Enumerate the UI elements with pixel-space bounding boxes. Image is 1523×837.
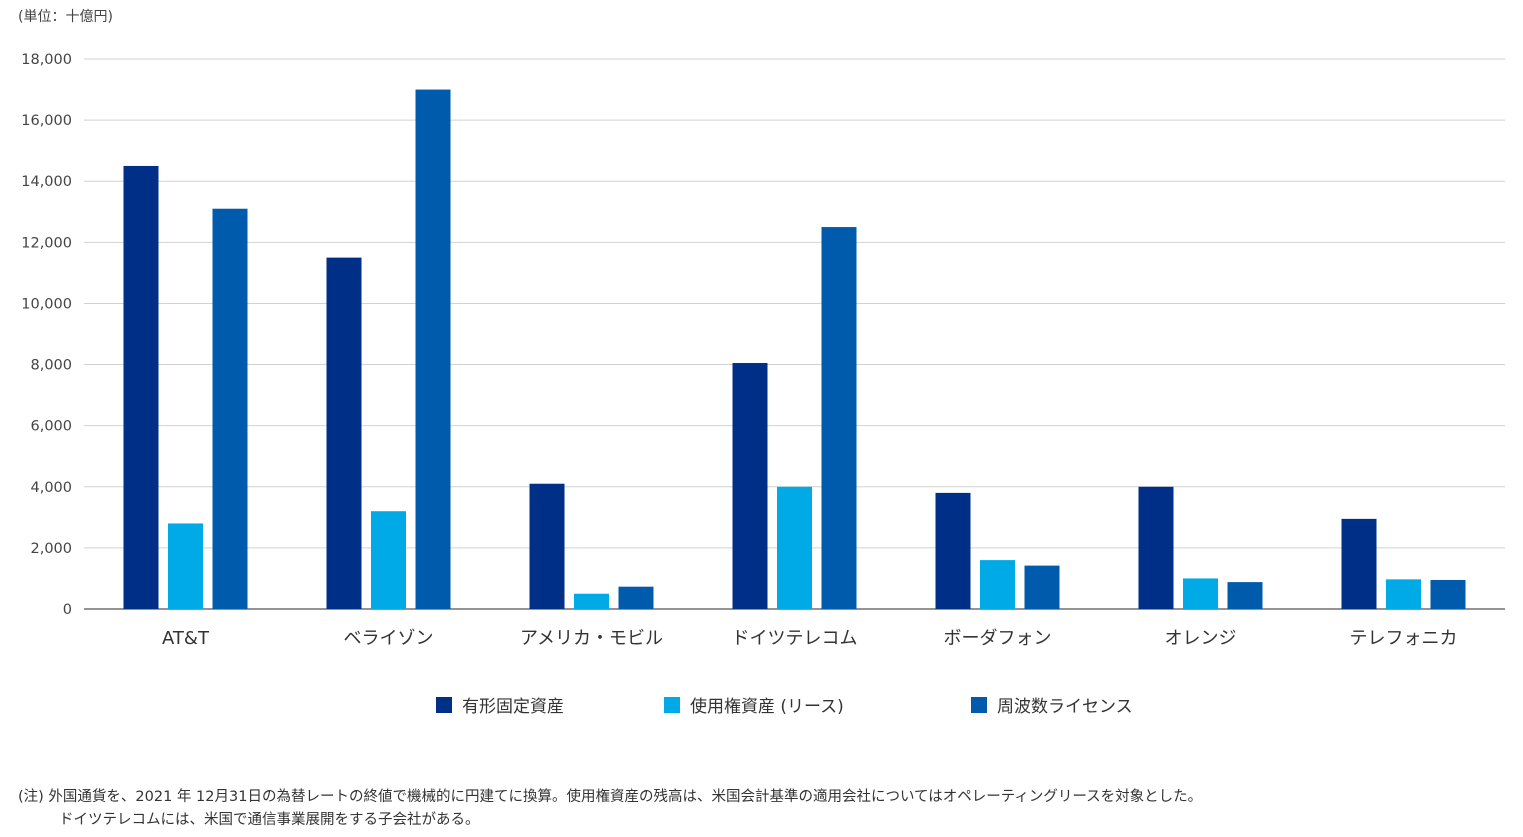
legend-item-right-of-use: 使用権資産 (リース)	[664, 692, 844, 717]
bar	[1227, 582, 1263, 609]
unit-label: (単位：十億円)	[18, 9, 113, 25]
bar	[415, 89, 451, 610]
legend-label-tangible: 有形固定資産	[462, 697, 564, 717]
footnote-line-2: ドイツテレコムには、米国で通信事業展開をする子会社がある。	[59, 812, 480, 828]
y-tick-label: 8,000	[30, 358, 72, 374]
bar	[123, 165, 159, 609]
bar	[371, 511, 406, 609]
bar	[1386, 579, 1421, 609]
y-tick-label: 12,000	[21, 235, 72, 251]
bar	[212, 208, 248, 609]
bar	[529, 483, 565, 609]
footnote: (注) 外国通貨を、2021 年 12月31日の為替レートの終値で機械的に円建て…	[18, 786, 1202, 832]
bar	[777, 486, 812, 609]
bar	[1138, 486, 1174, 609]
y-tick-label: 2,000	[30, 541, 72, 557]
legend-item-tangible: 有形固定資産	[436, 692, 564, 717]
bar	[1024, 565, 1060, 609]
y-tick-label: 16,000	[21, 113, 72, 129]
x-tick-label: ボーダフォン	[944, 628, 1052, 649]
y-tick-label: 14,000	[21, 174, 72, 190]
bar	[1430, 579, 1466, 609]
bar	[1341, 518, 1377, 609]
legend-label-spectrum: 周波数ライセンス	[997, 697, 1133, 717]
y-tick-label: 4,000	[30, 480, 72, 496]
legend-label-right-of-use: 使用権資産 (リース)	[690, 697, 844, 717]
bar	[1183, 578, 1218, 609]
bar	[168, 523, 203, 609]
bar	[980, 560, 1015, 609]
legend-swatch-right-of-use	[664, 696, 680, 713]
bar-chart: 0 2,000 4,000 6,000 8,000 10,000 12,000 14,000 1…	[21, 52, 1505, 649]
footnote-line-1: (注) 外国通貨を、2021 年 12月31日の為替レートの終値で機械的に円建て…	[18, 789, 1203, 805]
y-tick-label: 0	[63, 602, 72, 618]
y-tick-label: 10,000	[21, 296, 72, 312]
legend-item-spectrum: 周波数ライセンス	[971, 692, 1133, 717]
legend-swatch-spectrum	[971, 696, 987, 713]
y-tick-label: 6,000	[30, 419, 72, 435]
bar	[732, 363, 768, 609]
x-tick-label: オレンジ	[1165, 628, 1237, 649]
y-tick-label: 18,000	[21, 52, 72, 68]
x-tick-label: テレフォニカ	[1350, 628, 1458, 649]
x-tick-label: アメリカ・モビル	[520, 628, 663, 649]
x-tick-label: AT&T	[162, 628, 210, 649]
x-tick-label: ベライゾン	[344, 628, 434, 649]
bar	[574, 593, 609, 609]
bar	[935, 492, 971, 609]
bar	[326, 257, 362, 609]
legend-swatch-tangible	[436, 696, 452, 713]
bar	[618, 586, 654, 609]
bar	[821, 227, 857, 610]
x-tick-label: ドイツテレコム	[732, 628, 858, 649]
